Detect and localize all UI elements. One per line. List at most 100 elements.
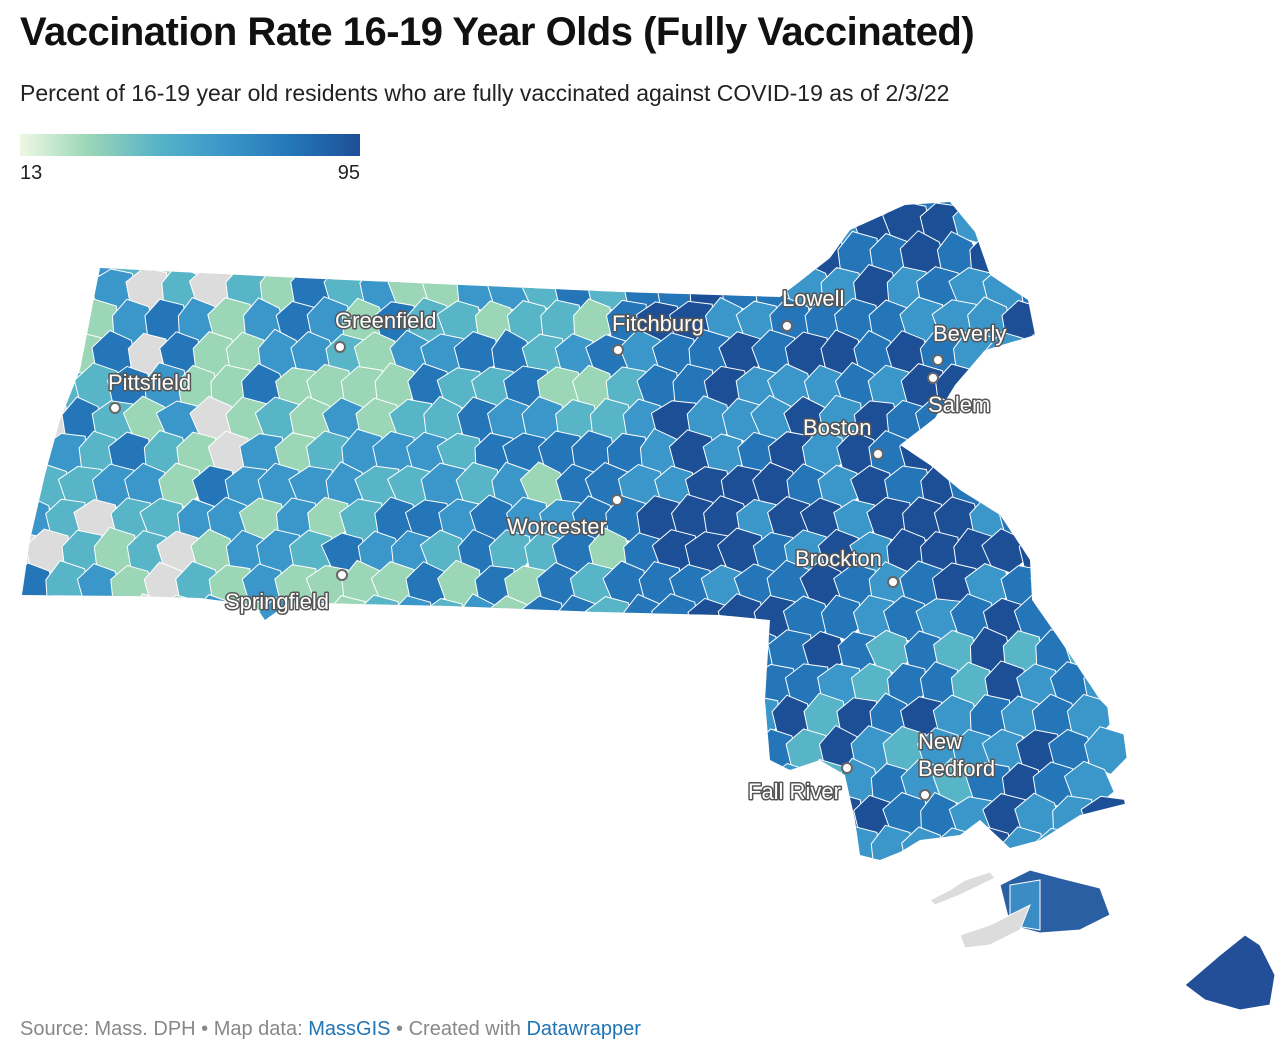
municipality[interactable] bbox=[27, 332, 71, 382]
municipality[interactable] bbox=[405, 827, 450, 874]
municipality[interactable] bbox=[703, 761, 750, 807]
municipality[interactable] bbox=[506, 234, 552, 281]
municipality[interactable] bbox=[174, 826, 219, 871]
municipality[interactable] bbox=[12, 297, 59, 346]
municipality[interactable] bbox=[307, 169, 354, 211]
municipality[interactable] bbox=[537, 170, 582, 212]
municipality[interactable] bbox=[620, 201, 667, 249]
municipality[interactable] bbox=[1016, 199, 1061, 247]
municipality[interactable] bbox=[540, 693, 585, 742]
municipality[interactable] bbox=[374, 631, 419, 673]
municipality[interactable] bbox=[552, 726, 600, 772]
municipality[interactable] bbox=[392, 201, 437, 247]
municipality[interactable] bbox=[342, 823, 389, 874]
brockton-marker[interactable] bbox=[887, 576, 899, 588]
municipality[interactable] bbox=[108, 629, 155, 674]
municipality[interactable] bbox=[469, 692, 521, 743]
municipality[interactable] bbox=[637, 828, 685, 874]
municipality[interactable] bbox=[0, 729, 41, 777]
municipality[interactable] bbox=[274, 696, 322, 743]
municipality[interactable] bbox=[503, 628, 554, 677]
municipality[interactable] bbox=[490, 661, 538, 711]
municipality[interactable] bbox=[143, 759, 191, 810]
municipality[interactable] bbox=[654, 727, 701, 776]
municipality[interactable] bbox=[869, 170, 913, 212]
municipality[interactable] bbox=[242, 825, 286, 876]
municipality[interactable] bbox=[1065, 300, 1112, 347]
municipality[interactable] bbox=[222, 791, 269, 840]
municipality[interactable] bbox=[308, 630, 352, 676]
municipality[interactable] bbox=[191, 662, 239, 711]
municipality[interactable] bbox=[405, 696, 454, 744]
municipality[interactable] bbox=[605, 630, 651, 677]
municipality[interactable] bbox=[160, 201, 206, 246]
municipality[interactable] bbox=[337, 631, 387, 675]
municipality[interactable] bbox=[587, 663, 632, 709]
municipality[interactable] bbox=[10, 829, 58, 875]
municipality[interactable] bbox=[139, 826, 187, 872]
municipality[interactable] bbox=[0, 629, 25, 674]
municipality[interactable] bbox=[123, 729, 173, 774]
municipality[interactable] bbox=[0, 399, 37, 443]
municipality[interactable] bbox=[28, 202, 75, 246]
municipality[interactable] bbox=[274, 829, 319, 872]
municipality[interactable] bbox=[341, 697, 384, 743]
municipality[interactable] bbox=[172, 760, 219, 809]
municipality[interactable] bbox=[687, 792, 732, 839]
municipality[interactable] bbox=[473, 233, 517, 281]
municipality[interactable] bbox=[473, 757, 521, 808]
municipality[interactable] bbox=[503, 826, 554, 874]
municipality[interactable] bbox=[9, 166, 57, 213]
boston-marker[interactable] bbox=[872, 448, 884, 460]
municipality[interactable] bbox=[305, 231, 355, 279]
municipality[interactable] bbox=[208, 232, 255, 282]
municipality[interactable] bbox=[638, 170, 681, 211]
municipality[interactable] bbox=[655, 794, 701, 843]
municipality[interactable] bbox=[437, 762, 487, 810]
municipality[interactable] bbox=[207, 165, 252, 213]
municipality[interactable] bbox=[686, 199, 732, 246]
municipality[interactable] bbox=[61, 724, 105, 773]
municipality[interactable] bbox=[0, 796, 43, 841]
municipality[interactable] bbox=[1032, 496, 1082, 542]
municipality[interactable] bbox=[771, 164, 816, 216]
municipality[interactable] bbox=[342, 759, 385, 810]
municipality[interactable] bbox=[636, 626, 681, 673]
municipality[interactable] bbox=[325, 201, 367, 248]
municipality[interactable] bbox=[585, 202, 635, 247]
municipality[interactable] bbox=[1002, 231, 1047, 280]
municipality[interactable] bbox=[9, 626, 56, 679]
municipality[interactable] bbox=[572, 626, 618, 678]
municipality[interactable] bbox=[157, 594, 206, 644]
municipality[interactable] bbox=[337, 233, 384, 281]
municipality[interactable] bbox=[1030, 365, 1078, 409]
municipality[interactable] bbox=[305, 694, 352, 741]
datawrapper-link[interactable]: Datawrapper bbox=[526, 1018, 641, 1040]
municipality[interactable] bbox=[193, 198, 238, 249]
municipality[interactable] bbox=[455, 725, 504, 778]
municipality[interactable] bbox=[606, 232, 652, 277]
municipality[interactable] bbox=[177, 232, 220, 277]
municipality[interactable] bbox=[420, 200, 470, 246]
salem-marker[interactable] bbox=[927, 372, 939, 384]
municipality[interactable] bbox=[75, 696, 123, 745]
municipality[interactable] bbox=[771, 824, 816, 873]
municipality[interactable] bbox=[1000, 429, 1047, 477]
municipality[interactable] bbox=[0, 829, 20, 875]
municipality[interactable] bbox=[802, 825, 846, 874]
municipality[interactable] bbox=[243, 234, 288, 278]
municipality[interactable] bbox=[536, 626, 586, 679]
municipality[interactable] bbox=[374, 828, 418, 871]
municipality[interactable] bbox=[554, 198, 600, 249]
municipality[interactable] bbox=[1048, 202, 1095, 249]
municipality[interactable] bbox=[0, 495, 25, 543]
municipality[interactable] bbox=[107, 692, 153, 741]
municipality[interactable] bbox=[9, 758, 58, 808]
municipality[interactable] bbox=[0, 295, 24, 347]
municipality[interactable] bbox=[572, 234, 617, 281]
municipality[interactable] bbox=[832, 166, 879, 213]
municipality[interactable] bbox=[289, 792, 336, 840]
municipality[interactable] bbox=[238, 694, 288, 742]
municipality[interactable] bbox=[1065, 432, 1111, 477]
